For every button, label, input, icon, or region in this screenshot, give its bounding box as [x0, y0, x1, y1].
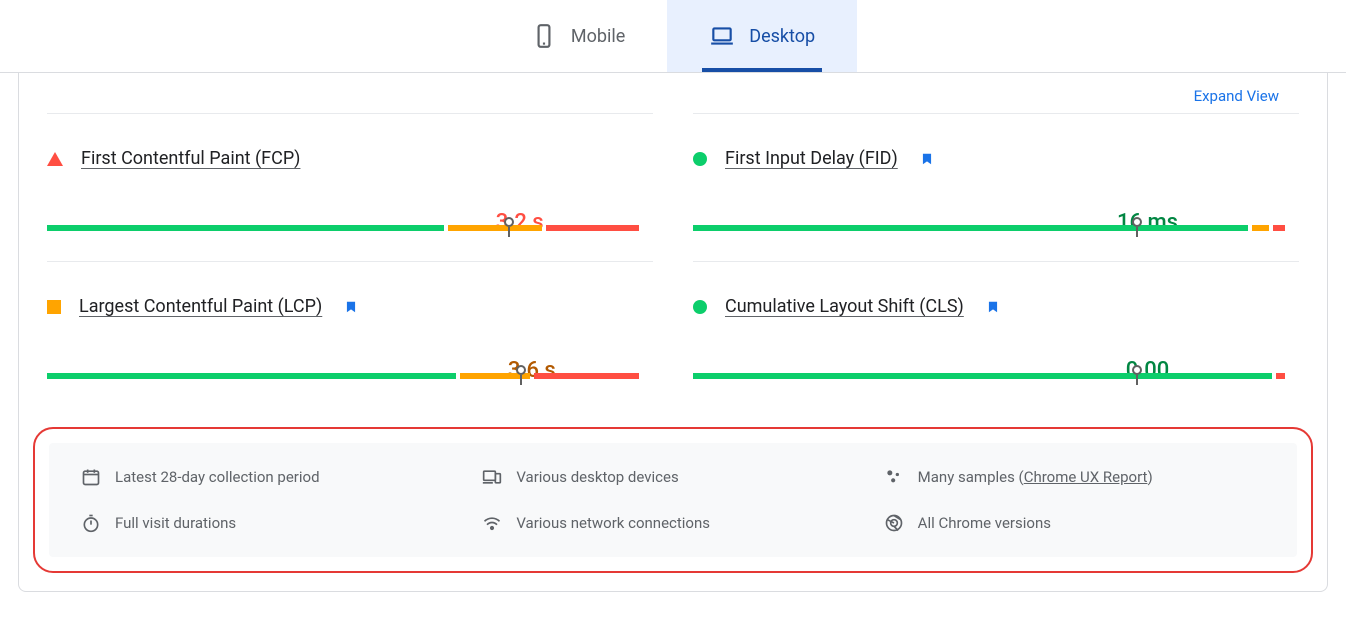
- metric-fid-label[interactable]: First Input Delay (FID): [725, 148, 898, 169]
- metric-fid-distribution: [693, 225, 1285, 231]
- metric-lcp-label[interactable]: Largest Contentful Paint (LCP): [79, 296, 322, 317]
- seg-avg: [448, 225, 541, 231]
- good-status-icon: [693, 152, 707, 166]
- info-network-text: Various network connections: [516, 514, 710, 532]
- metric-cls-label[interactable]: Cumulative Layout Shift (CLS): [725, 296, 964, 317]
- avg-status-icon: [47, 300, 61, 314]
- percentile-marker: [1132, 365, 1142, 375]
- calendar-icon: [81, 467, 101, 487]
- info-samples: Many samples (Chrome UX Report): [884, 467, 1265, 487]
- seg-poor: [1273, 225, 1285, 231]
- seg-poor: [1276, 373, 1285, 379]
- info-network: Various network connections: [482, 513, 863, 533]
- samples-icon: [884, 467, 904, 487]
- core-vital-flag-icon: [920, 150, 934, 168]
- seg-avg: [1252, 225, 1270, 231]
- core-vital-flag-icon: [344, 298, 358, 316]
- devices-icon: [482, 467, 502, 487]
- percentile-marker: [504, 217, 514, 227]
- tab-mobile[interactable]: Mobile: [489, 0, 667, 72]
- percentile-marker: [1132, 217, 1142, 227]
- info-samples-text: Many samples (Chrome UX Report): [918, 468, 1153, 486]
- tab-desktop[interactable]: Desktop: [667, 0, 857, 72]
- info-versions: All Chrome versions: [884, 513, 1265, 533]
- chrome-icon: [884, 513, 904, 533]
- metric-fcp-distribution: [47, 225, 639, 231]
- tab-mobile-label: Mobile: [571, 26, 625, 47]
- info-durations-text: Full visit durations: [115, 514, 236, 532]
- metric-lcp: Largest Contentful Paint (LCP) 3.6 s: [47, 261, 653, 409]
- crux-report-link[interactable]: Chrome UX Report: [1024, 468, 1148, 486]
- metric-fcp-label[interactable]: First Contentful Paint (FCP): [81, 148, 300, 169]
- info-durations: Full visit durations: [81, 513, 462, 533]
- info-period: Latest 28-day collection period: [81, 467, 462, 487]
- metric-lcp-distribution: [47, 373, 639, 379]
- phone-icon: [531, 23, 557, 49]
- info-devices-text: Various desktop devices: [516, 468, 678, 486]
- wifi-icon: [482, 513, 502, 533]
- metric-fid: First Input Delay (FID) 16 ms: [693, 113, 1299, 261]
- info-period-text: Latest 28-day collection period: [115, 468, 320, 486]
- seg-good: [47, 373, 456, 379]
- laptop-icon: [709, 23, 735, 49]
- info-devices: Various desktop devices: [482, 467, 863, 487]
- seg-good: [693, 373, 1272, 379]
- field-data-card: Expand View First Contentful Paint (FCP)…: [18, 73, 1328, 592]
- seg-good: [693, 225, 1248, 231]
- percentile-marker: [516, 365, 526, 375]
- seg-poor: [534, 373, 639, 379]
- tab-desktop-label: Desktop: [749, 26, 815, 47]
- metric-cls-distribution: [693, 373, 1285, 379]
- good-status-icon: [693, 300, 707, 314]
- metric-fcp: First Contentful Paint (FCP) 3.2 s: [47, 113, 653, 261]
- data-source-callout: Latest 28-day collection period Various …: [33, 427, 1313, 573]
- expand-view-link[interactable]: Expand View: [1194, 87, 1279, 105]
- device-tabs: Mobile Desktop: [0, 0, 1346, 72]
- core-vital-flag-icon: [986, 298, 1000, 316]
- stopwatch-icon: [81, 513, 101, 533]
- metric-fid-value: 16 ms: [1117, 210, 1178, 235]
- poor-status-icon: [47, 152, 63, 166]
- info-versions-text: All Chrome versions: [918, 514, 1051, 532]
- seg-poor: [546, 225, 639, 231]
- metric-cls: Cumulative Layout Shift (CLS) 0.00: [693, 261, 1299, 409]
- seg-good: [47, 225, 444, 231]
